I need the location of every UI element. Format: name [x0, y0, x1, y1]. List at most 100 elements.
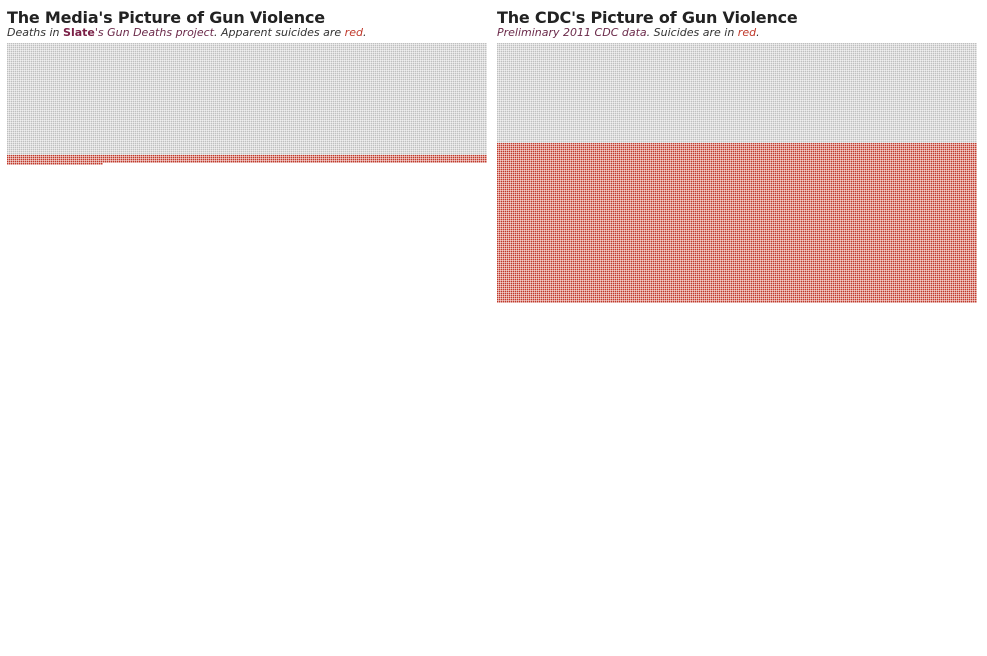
waffle-row-suicides: [497, 175, 977, 177]
waffle-row-suicides: [497, 205, 977, 207]
waffle-row-suicides: [497, 183, 977, 185]
waffle-row-suicides: [497, 165, 977, 167]
waffle-row-suicides: [497, 283, 977, 285]
waffle-row-suicides: [497, 281, 977, 283]
waffle-row-suicides: [497, 229, 977, 231]
waffle-row-other-deaths: [497, 87, 977, 89]
waffle-row-other-deaths: [497, 107, 977, 109]
waffle-row-other-deaths: [7, 91, 487, 93]
waffle-row-other-deaths: [497, 139, 977, 141]
slate-link-text: 's Gun Deaths project: [94, 26, 214, 39]
waffle-row-suicides: [497, 285, 977, 287]
slate-gun-deaths-link[interactable]: Slate's Gun Deaths project: [63, 26, 214, 39]
waffle-row-suicides: [497, 251, 977, 253]
waffle-series-other-deaths: [497, 43, 977, 143]
waffle-row-suicides: [497, 271, 977, 273]
waffle-row-suicides: [497, 201, 977, 203]
waffle-row-suicides: [7, 155, 487, 157]
waffle-row-other-deaths: [497, 57, 977, 59]
waffle-row-other-deaths: [7, 65, 487, 67]
waffle-row-other-deaths: [7, 137, 487, 139]
waffle-row-other-deaths: [7, 97, 487, 99]
waffle-row-other-deaths: [7, 129, 487, 131]
waffle-row-other-deaths: [7, 49, 487, 51]
waffle-row-other-deaths: [7, 73, 487, 75]
waffle-row-other-deaths: [7, 95, 487, 97]
waffle-row-suicides: [497, 187, 977, 189]
waffle-row-suicides: [7, 163, 103, 165]
waffle-row-suicides: [497, 195, 977, 197]
waffle-row-suicides: [497, 277, 977, 279]
waffle-row-other-deaths: [497, 67, 977, 69]
waffle-row-suicides: [497, 291, 977, 293]
waffle-row-other-deaths: [7, 105, 487, 107]
waffle-row-other-deaths: [7, 89, 487, 91]
waffle-row-other-deaths: [497, 83, 977, 85]
waffle-row-suicides: [497, 167, 977, 169]
waffle-row-other-deaths: [7, 75, 487, 77]
cdc-subtitle-red: red: [737, 26, 757, 39]
waffle-row-suicides: [497, 237, 977, 239]
waffle-row-other-deaths: [497, 105, 977, 107]
waffle-row-suicides: [497, 225, 977, 227]
waffle-row-other-deaths: [7, 117, 487, 119]
waffle-row-suicides: [497, 179, 977, 181]
waffle-row-other-deaths: [497, 135, 977, 137]
waffle-row-other-deaths: [7, 85, 487, 87]
waffle-row-suicides: [497, 203, 977, 205]
waffle-row-suicides: [497, 245, 977, 247]
media-subtitle-suffix: .: [362, 26, 367, 39]
waffle-row-suicides: [497, 275, 977, 277]
waffle-row-suicides: [497, 299, 977, 301]
waffle-row-other-deaths: [497, 121, 977, 123]
waffle-row-other-deaths: [497, 101, 977, 103]
waffle-row-other-deaths: [497, 115, 977, 117]
waffle-row-suicides: [497, 287, 977, 289]
waffle-row-suicides: [497, 259, 977, 261]
waffle-row-other-deaths: [7, 121, 487, 123]
waffle-row-other-deaths: [7, 153, 487, 155]
waffle-row-other-deaths: [7, 53, 487, 55]
waffle-row-other-deaths: [7, 127, 487, 129]
waffle-row-other-deaths: [7, 81, 487, 83]
waffle-row-other-deaths: [7, 77, 487, 79]
waffle-row-other-deaths: [7, 61, 487, 63]
waffle-row-suicides: [497, 169, 977, 171]
waffle-row-other-deaths: [7, 107, 487, 109]
waffle-row-suicides: [497, 161, 977, 163]
waffle-row-other-deaths: [497, 129, 977, 131]
waffle-row-other-deaths: [497, 95, 977, 97]
waffle-row-other-deaths: [7, 139, 487, 141]
waffle-row-other-deaths: [497, 63, 977, 65]
waffle-row-other-deaths: [7, 141, 487, 143]
waffle-row-other-deaths: [7, 57, 487, 59]
waffle-series-suicides: [497, 143, 977, 303]
waffle-row-suicides: [497, 143, 977, 145]
waffle-row-other-deaths: [497, 85, 977, 87]
waffle-row-other-deaths: [7, 45, 487, 47]
waffle-row-other-deaths: [7, 149, 487, 151]
waffle-row-suicides: [497, 247, 977, 249]
waffle-row-suicides: [497, 147, 977, 149]
waffle-row-suicides: [497, 295, 977, 297]
waffle-row-suicides: [497, 153, 977, 155]
waffle-row-suicides: [497, 151, 977, 153]
waffle-row-other-deaths: [7, 47, 487, 49]
waffle-row-other-deaths: [7, 119, 487, 121]
waffle-row-other-deaths: [497, 109, 977, 111]
waffle-row-other-deaths: [497, 53, 977, 55]
waffle-row-other-deaths: [7, 111, 487, 113]
waffle-row-suicides: [7, 159, 487, 161]
media-chart-title: The Media's Picture of Gun Violence: [7, 8, 325, 27]
waffle-row-suicides: [7, 157, 487, 159]
waffle-row-suicides: [497, 159, 977, 161]
waffle-row-other-deaths: [7, 125, 487, 127]
waffle-row-other-deaths: [497, 89, 977, 91]
cdc-data-link[interactable]: Preliminary 2011 CDC data: [497, 26, 647, 39]
cdc-waffle-chart: [497, 43, 977, 303]
waffle-row-other-deaths: [7, 113, 487, 115]
waffle-row-suicides: [497, 289, 977, 291]
waffle-row-other-deaths: [497, 93, 977, 95]
waffle-row-suicides: [497, 293, 977, 295]
slate-brand: Slate: [63, 26, 95, 39]
